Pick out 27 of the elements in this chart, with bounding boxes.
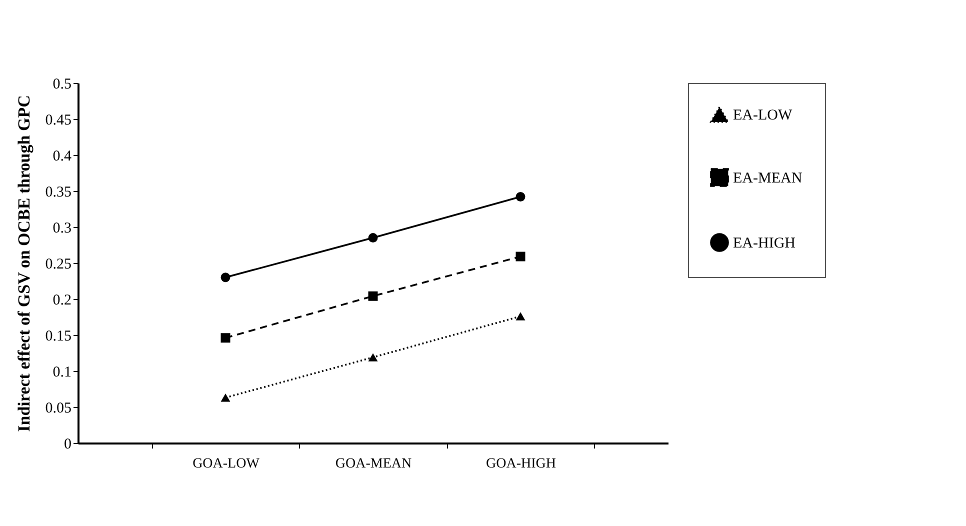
y-tick-label: 0.35	[45, 184, 72, 200]
x-tick-label: GOA-MEAN	[335, 456, 412, 472]
y-tick-label: 0.2	[52, 292, 72, 308]
point	[220, 333, 230, 343]
y-tick-label: 0.25	[45, 256, 72, 272]
y-tick-label: 0.4	[52, 148, 72, 164]
y-tick-label: 0.45	[45, 112, 72, 128]
x-tick-label: GOA-LOW	[192, 456, 260, 472]
point	[220, 394, 230, 402]
y-tick-label: 0.05	[45, 400, 72, 416]
point	[368, 291, 378, 301]
y-tick-label: 0.5	[52, 76, 72, 92]
y-tick-label: 0.15	[45, 328, 72, 344]
point	[368, 353, 378, 362]
legend-label: EA-LOW	[733, 108, 793, 124]
point	[516, 252, 526, 262]
point	[516, 312, 526, 320]
y-tick-label: 0.3	[52, 220, 72, 236]
point	[516, 192, 526, 202]
y-axis-title: Indirect effect of GSV on OCBE through GPC	[14, 95, 34, 432]
legend-label: EA-HIGH	[733, 236, 796, 252]
y-tick-label: 0.1	[52, 364, 72, 380]
legend-label: EA-MEAN	[733, 170, 802, 186]
point	[220, 272, 230, 282]
point	[368, 233, 378, 243]
y-tick-label: 0	[64, 436, 72, 452]
x-tick-label: GOA-HIGH	[486, 456, 556, 472]
